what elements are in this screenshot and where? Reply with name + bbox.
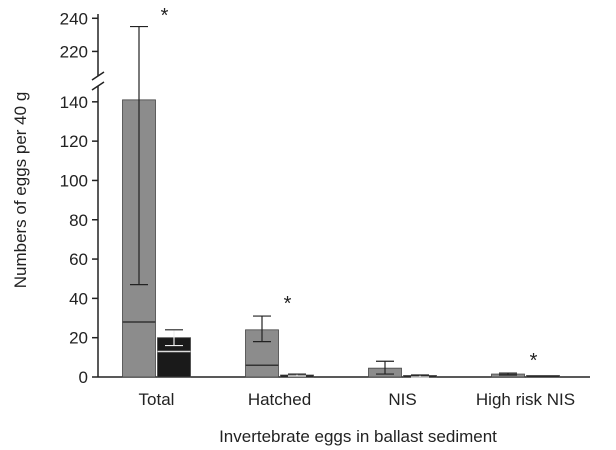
y-axis-title: Numbers of eggs per 40 g <box>11 92 30 289</box>
axis-break-mark <box>91 81 105 91</box>
x-axis-title: Invertebrate eggs in ballast sediment <box>219 427 497 446</box>
y-tick-label: 120 <box>60 132 88 151</box>
y-tick-label: 0 <box>79 368 88 387</box>
y-tick-label: 60 <box>69 250 88 269</box>
significance-marker: * <box>530 350 538 372</box>
significance-marker: * <box>161 5 169 27</box>
y-tick-label: 220 <box>60 42 88 61</box>
bar <box>526 375 560 378</box>
x-tick-label: Hatched <box>248 390 311 409</box>
y-tick-label: 80 <box>69 211 88 230</box>
axis-break-mark <box>91 71 105 81</box>
y-tick-label: 20 <box>69 329 88 348</box>
x-tick-label: Total <box>139 390 175 409</box>
y-tick-label: 140 <box>60 93 88 112</box>
y-tick-label: 100 <box>60 171 88 190</box>
y-tick-label: 240 <box>60 9 88 28</box>
significance-marker: * <box>284 293 292 315</box>
x-tick-label: NIS <box>388 390 416 409</box>
plot-area: 0 20 40 60 80 100 120 140 220 240 * Total * Hatched NI… <box>60 5 590 409</box>
x-tick-label: High risk NIS <box>476 390 575 409</box>
y-tick-label: 40 <box>69 289 88 308</box>
